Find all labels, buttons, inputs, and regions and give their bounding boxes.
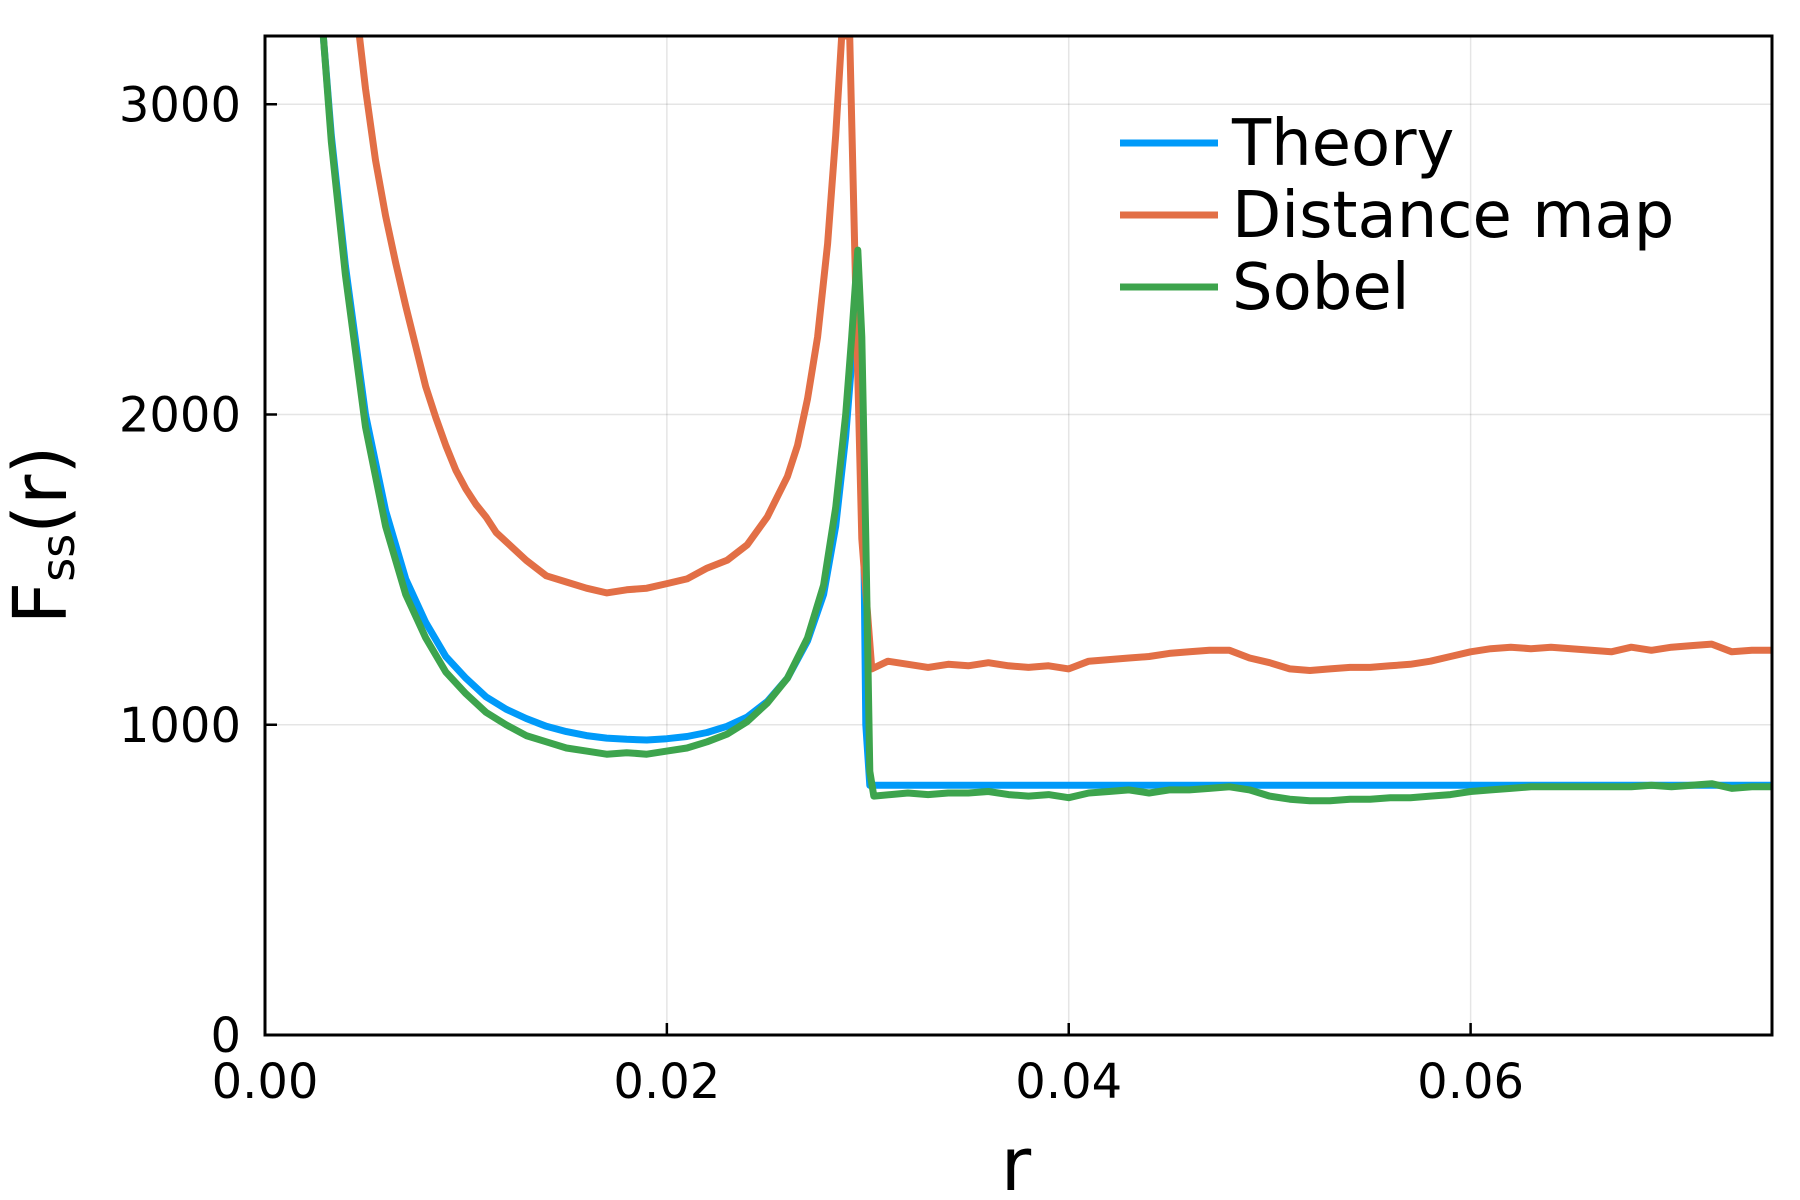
legend-label-theory: Theory [1231,107,1454,181]
y-tick-label: 1000 [119,698,241,754]
series-line-theory [319,36,1772,789]
y-tick-label: 0 [210,1008,241,1064]
x-tick-label: 0.02 [613,1054,720,1110]
y-tick-label: 2000 [119,388,241,444]
series-line-distance-map [355,36,1772,674]
series-line-sobel [319,36,1772,805]
y-axis-label: Fss(r) [0,446,85,625]
legend-label-distance-map: Distance map [1232,179,1674,253]
y-axis-label-subscript: ss [31,534,85,582]
y-axis-label-tail: (r) [0,446,84,534]
legend-label-sobel: Sobel [1232,251,1410,325]
x-tick-label: 0.04 [1015,1054,1122,1110]
y-tick-label: 3000 [119,77,241,133]
plot-frame [263,34,1774,1037]
x-axis-label: r [1001,1122,1032,1200]
axis-ticks: 0.00 0.02 0.04 0.06 0 1000 2000 3000 [119,77,1524,1110]
x-tick-label: 0.00 [212,1054,319,1110]
y-axis-label-main: F [0,582,84,625]
series-layer [319,36,1772,805]
x-tick-label: 0.06 [1417,1054,1524,1110]
